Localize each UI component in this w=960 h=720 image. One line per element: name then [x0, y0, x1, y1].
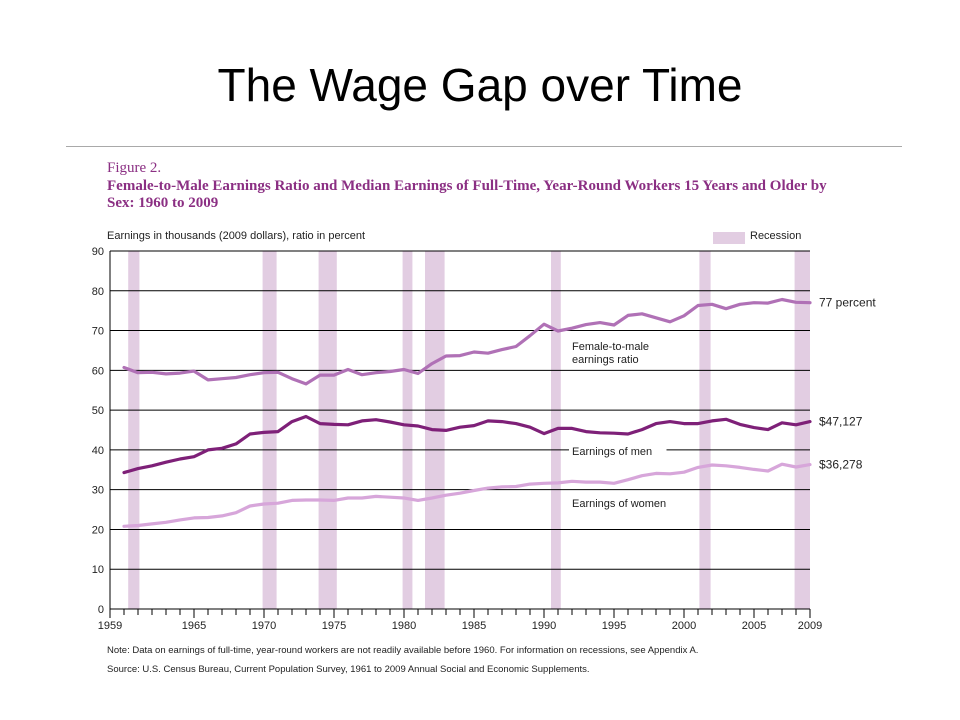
recession-band-6 [699, 251, 711, 609]
x-tick-label-2005: 2005 [742, 620, 766, 632]
figure-title: Female-to-Male Earnings Ratio and Median… [107, 178, 827, 211]
x-tick-label-2000: 2000 [672, 620, 696, 632]
y-tick-label-80: 80 [92, 286, 104, 298]
series-line-women [122, 462, 812, 528]
x-tick-label-2009: 2009 [798, 620, 822, 632]
recession-legend-swatch [713, 232, 745, 244]
end-label-ratio: 77 percent [819, 296, 876, 310]
end-label-women: $36,278 [819, 458, 863, 472]
x-tick-label-1970: 1970 [252, 620, 276, 632]
annotation-women-bg [569, 496, 679, 512]
figure-label: Figure 2. [107, 160, 162, 176]
slide-title: The Wage Gap over Time [217, 59, 743, 111]
end-label-men: $47,127 [819, 415, 863, 429]
y-tick-label-30: 30 [92, 485, 104, 497]
series-labels: 77 percent $47,127 $36,278 Female-to-maleea… [569, 296, 876, 512]
recession-band-0 [128, 251, 140, 609]
figure-source: Source: U.S. Census Bureau, Current Popu… [107, 664, 590, 675]
recession-band-1 [262, 251, 277, 609]
series-line-men [122, 414, 812, 475]
annotation-men-bg [569, 444, 667, 460]
units-label: Earnings in thousands (2009 dollars), ra… [107, 230, 366, 242]
x-tick-label-1980: 1980 [392, 620, 416, 632]
x-tick-label-1965: 1965 [182, 620, 206, 632]
y-tick-label-50: 50 [92, 405, 104, 417]
y-tick-label-40: 40 [92, 445, 104, 457]
annotation-women: Earnings of women [569, 496, 679, 512]
y-tick-label-70: 70 [92, 326, 104, 338]
annotation-women-line-0: Earnings of women [572, 498, 666, 510]
recession-band-3 [402, 251, 413, 609]
annotation-ratio-bg [569, 339, 661, 368]
x-tick-label-1975: 1975 [322, 620, 346, 632]
x-axis: 1959 1965 1970 1975 1980 1985 1990 1995 2000 2005… [98, 251, 822, 632]
y-tick-label-60: 60 [92, 365, 104, 377]
series-line-ratio [122, 297, 812, 386]
recession-band-2 [318, 251, 337, 609]
x-tick-label-1985: 1985 [462, 620, 486, 632]
annotation-ratio-line-1: earnings ratio [572, 354, 639, 366]
x-tick-label-1990: 1990 [532, 620, 556, 632]
series-lines [122, 297, 812, 528]
annotation-ratio-line-0: Female-to-male [572, 341, 649, 353]
y-tick-label-0: 0 [98, 604, 104, 616]
x-tick-label-1959: 1959 [98, 620, 122, 632]
recession-band-7 [794, 251, 810, 609]
annotation-men-line-0: Earnings of men [572, 446, 652, 458]
annotation-men: Earnings of men [569, 444, 667, 460]
figure-note: Note: Data on earnings of full-time, yea… [107, 645, 699, 656]
y-tick-label-10: 10 [92, 564, 104, 576]
x-tick-label-1995: 1995 [602, 620, 626, 632]
recession-legend-label: Recession [750, 230, 802, 242]
y-tick-label-20: 20 [92, 524, 104, 536]
y-axis-ticks: 0 10 20 30 40 50 60 70 80 90 [92, 246, 104, 616]
y-tick-label-90: 90 [92, 246, 104, 258]
title-divider [66, 146, 902, 147]
